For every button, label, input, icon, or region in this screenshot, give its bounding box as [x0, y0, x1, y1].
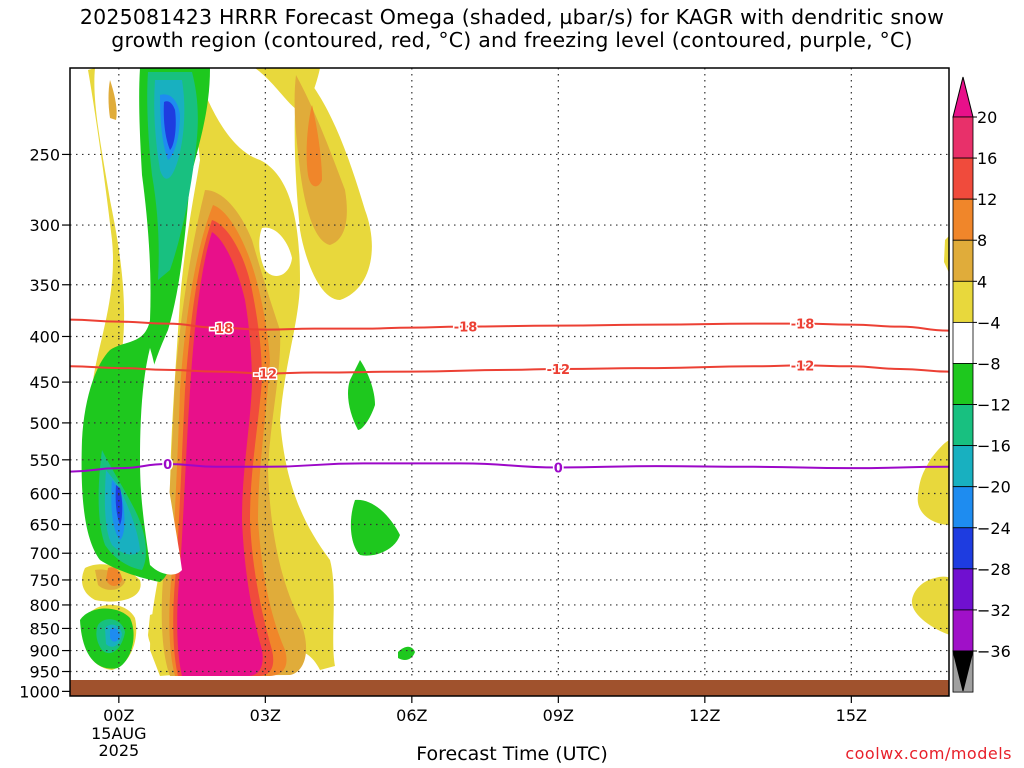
colorbar-bottom-arrow [952, 650, 974, 692]
title-line-1: 2025081423 HRRR Forecast Omega (shaded, … [79, 5, 945, 29]
y-tick-label: 1000 [19, 682, 60, 701]
contour-label: -18 [210, 322, 234, 337]
colorbar-label: 8 [977, 231, 987, 250]
colorbar-label: 4 [977, 272, 987, 291]
colorbar-label: 12 [977, 190, 997, 209]
y-tick-label: 450 [29, 373, 60, 392]
contour-line [69, 318, 950, 332]
colorbar-label: −36 [977, 642, 1011, 661]
colorbar-swatch [952, 363, 974, 405]
colorbar-top-arrow [952, 76, 974, 118]
y-tick-label: 500 [29, 414, 60, 433]
contour-label: 0 [554, 461, 563, 476]
y-tick-label: 600 [29, 485, 60, 504]
contour-line [69, 462, 950, 473]
y-tick-label: 550 [29, 451, 60, 470]
x-tick-label: 00Z [103, 706, 134, 725]
contour-label: -12 [547, 363, 571, 378]
y-tick-label: 950 [29, 663, 60, 682]
y-axis: 250 300 350 400 450 500 550 600 650 700 750 800 850 9… [19, 145, 70, 701]
x-axis-label: Forecast Time (UTC) [416, 743, 608, 765]
colorbar-label: −32 [977, 601, 1011, 620]
y-tick-label: 850 [29, 619, 60, 638]
contour-label: -12 [791, 359, 815, 374]
colorbar-label: −24 [977, 519, 1011, 538]
colorbar-label: −4 [977, 313, 1001, 332]
contour-label: 0 [163, 458, 172, 473]
colorbar-label: −28 [977, 560, 1011, 579]
colorbar-swatch [952, 445, 974, 488]
colorbar-swatch [952, 280, 974, 323]
contour-line [69, 364, 950, 375]
colorbar-label: −8 [977, 354, 1001, 373]
colorbar-label: 20 [977, 108, 997, 127]
y-tick-label: 650 [29, 516, 60, 535]
omega-shading [80, 68, 949, 676]
y-tick-label: 900 [29, 642, 60, 661]
colorbar-swatch [952, 321, 974, 364]
y-tick-label: 800 [29, 596, 60, 615]
y-tick-label: 350 [29, 276, 60, 295]
y-tick-label: 250 [29, 145, 60, 164]
colorbar-swatch [952, 116, 974, 159]
x-tick-sublabel: 2025 [98, 741, 139, 760]
temperature-contours: -18 -18 -18 -12 -12 -12 0 0 [69, 316, 950, 478]
colorbar-swatch [952, 198, 974, 241]
colorbar-swatch [952, 157, 974, 200]
y-tick-label: 400 [29, 327, 60, 346]
x-tick-label: 09Z [543, 706, 574, 725]
y-tick-label: 300 [29, 216, 60, 235]
colorbar-label: −12 [977, 396, 1011, 415]
colorbar-label: −16 [977, 437, 1011, 456]
colorbar-swatch [952, 239, 974, 282]
colorbar-swatch [952, 404, 974, 447]
contour-label: -12 [254, 367, 278, 382]
colorbar: 20 16 12 8 4 −4 −8 −12 −16 −20 −24 −28 −32 −36 [952, 76, 1011, 693]
x-tick-label: 03Z [250, 706, 281, 725]
colorbar-swatch [952, 609, 974, 652]
y-tick-label: 750 [29, 571, 60, 590]
colorbar-label: −20 [977, 478, 1011, 497]
colorbar-swatch [952, 527, 974, 570]
site-credit: coolwx.com/models [845, 744, 1012, 763]
x-tick-label: 06Z [396, 706, 427, 725]
x-tick-label: 12Z [689, 706, 720, 725]
x-tick-sublabel: 15AUG [91, 724, 146, 743]
ground-bar [70, 680, 949, 696]
title-line-2: growth region (contoured, red, °C) and f… [111, 28, 913, 52]
chart-title: 2025081423 HRRR Forecast Omega (shaded, … [0, 6, 1024, 52]
contour-label: -18 [454, 321, 478, 336]
contour-label: -18 [791, 318, 815, 333]
colorbar-label: 16 [977, 149, 997, 168]
y-tick-label: 700 [29, 544, 60, 563]
colorbar-swatch [952, 568, 974, 611]
x-tick-label: 15Z [836, 706, 867, 725]
colorbar-swatch [952, 486, 974, 529]
